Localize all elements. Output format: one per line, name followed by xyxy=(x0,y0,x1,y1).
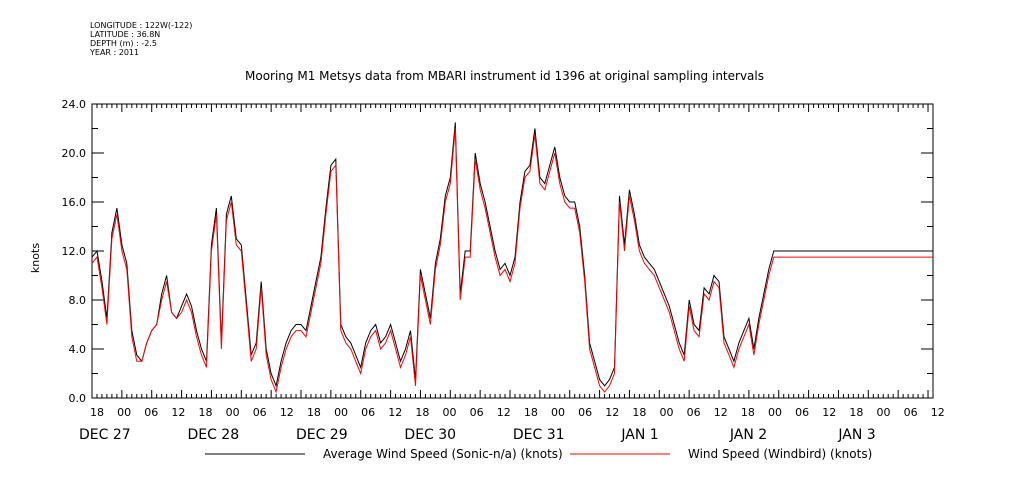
x-tick-label: 00 xyxy=(768,406,782,419)
x-tick-label: 06 xyxy=(253,406,267,419)
x-tick-label: 06 xyxy=(795,406,809,419)
x-day-label: DEC 28 xyxy=(187,427,239,443)
x-day-label: JAN 3 xyxy=(837,427,875,443)
series-line-average-wind-speed xyxy=(91,122,933,388)
x-tick-label: 12 xyxy=(822,406,836,419)
depth-label: DEPTH (m) : -2.5 xyxy=(90,39,157,48)
x-tick-label: 00 xyxy=(334,406,348,419)
x-tick-label: 18 xyxy=(524,406,538,419)
x-tick-label: 06 xyxy=(144,406,158,419)
x-day-label: DEC 27 xyxy=(79,427,131,443)
x-tick-label: 00 xyxy=(876,406,890,419)
x-tick-label: 06 xyxy=(687,406,701,419)
x-tick-label: 06 xyxy=(904,406,918,419)
x-day-label: DEC 31 xyxy=(513,427,565,443)
legend-label-average: Average Wind Speed (Sonic-n/a) (knots) xyxy=(323,447,563,461)
x-tick-label: 18 xyxy=(632,406,646,419)
x-tick-label: 00 xyxy=(551,406,565,419)
chart-title: Mooring M1 Metsys data from MBARI instru… xyxy=(245,69,764,83)
x-tick-label: 12 xyxy=(714,406,728,419)
y-axis-label: knots xyxy=(29,243,42,273)
y-tick-label: 24.0 xyxy=(62,98,87,111)
year-label: YEAR : 2011 xyxy=(90,48,140,57)
x-tick-label: 18 xyxy=(415,406,429,419)
x-day-label: JAN 2 xyxy=(729,427,767,443)
y-tick-label: 20.0 xyxy=(62,147,87,160)
x-tick-label: 18 xyxy=(849,406,863,419)
x-tick-label: 06 xyxy=(578,406,592,419)
series-line-windbird-wind-speed xyxy=(91,128,933,394)
series-layer xyxy=(91,122,933,394)
x-tick-label: 12 xyxy=(388,406,402,419)
y-tick-label: 16.0 xyxy=(62,196,87,209)
legend: Average Wind Speed (Sonic-n/a) (knots) W… xyxy=(205,447,872,461)
x-tick-label: 12 xyxy=(280,406,294,419)
x-tick-label: 12 xyxy=(171,406,185,419)
x-day-label: DEC 29 xyxy=(296,427,348,443)
x-tick-label: 18 xyxy=(307,406,321,419)
y-tick-label: 8.0 xyxy=(69,294,87,307)
x-tick-label: 00 xyxy=(117,406,131,419)
x-axis: 18 00 06 12 18 00 06 12 18 00 06 12 18 00 06 12 18 00 06 12… xyxy=(79,104,945,443)
y-tick-label: 12.0 xyxy=(62,245,87,258)
x-tick-label: 06 xyxy=(361,406,375,419)
x-tick-label: 12 xyxy=(931,406,945,419)
x-tick-label: 00 xyxy=(226,406,240,419)
x-tick-label: 00 xyxy=(443,406,457,419)
x-tick-label: 12 xyxy=(605,406,619,419)
longitude-label: LONGITUDE : 122W(-122) xyxy=(90,21,193,30)
latitude-label: LATITUDE : 36.8N xyxy=(90,30,161,39)
legend-label-windbird: Wind Speed (Windbird) (knots) xyxy=(688,447,872,461)
x-tick-label: 12 xyxy=(497,406,511,419)
x-tick-label: 18 xyxy=(90,406,104,419)
x-tick-label: 00 xyxy=(660,406,674,419)
x-tick-label: 18 xyxy=(741,406,755,419)
x-day-label: JAN 1 xyxy=(620,427,658,443)
x-tick-label: 06 xyxy=(470,406,484,419)
metadata-block: LONGITUDE : 122W(-122) LATITUDE : 36.8N … xyxy=(90,21,192,57)
x-tick-label: 18 xyxy=(198,406,212,419)
x-day-label: DEC 30 xyxy=(404,427,456,443)
y-tick-label: 0.0 xyxy=(69,392,87,405)
y-tick-label: 4.0 xyxy=(69,343,87,356)
